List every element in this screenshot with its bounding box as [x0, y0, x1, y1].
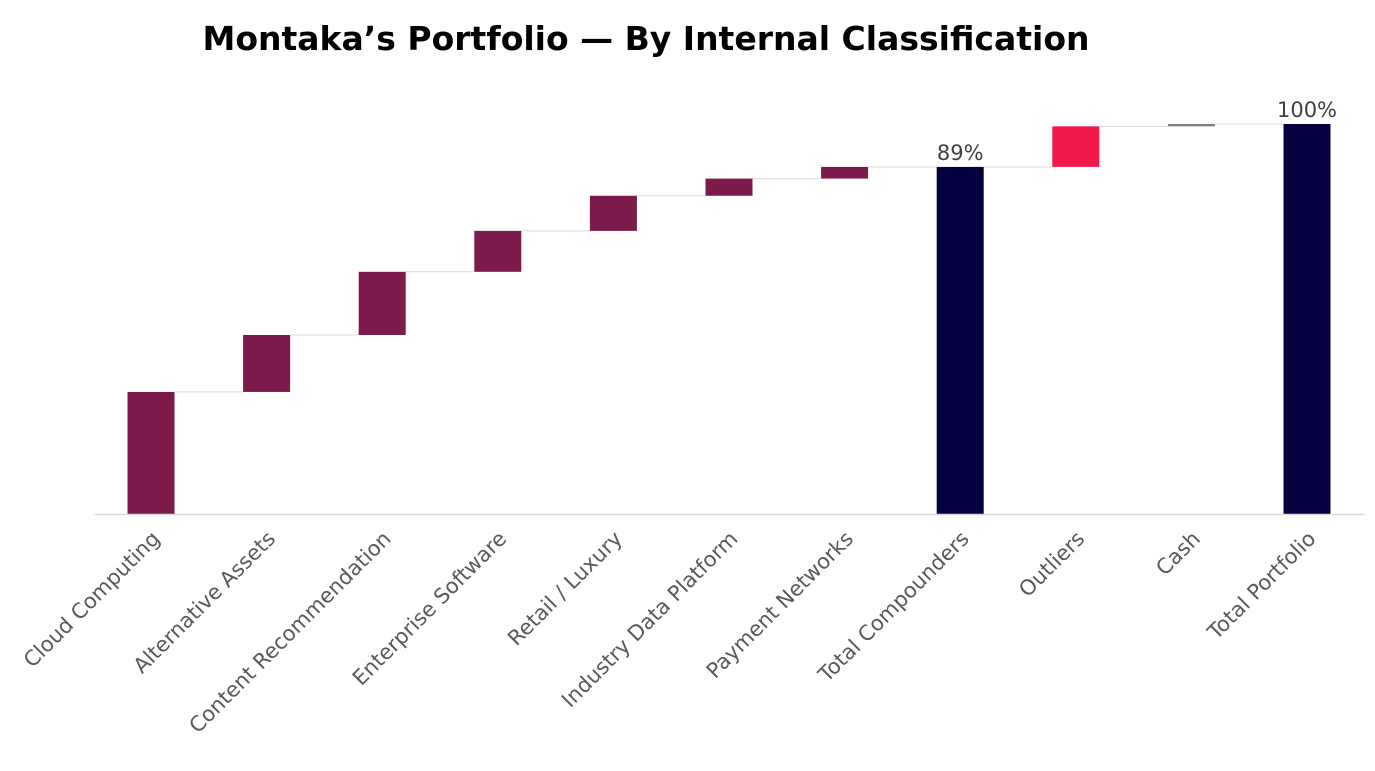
x-tick-label: Outliers: [1014, 527, 1089, 602]
bar-cloud-computing: [127, 391, 175, 514]
bar-industry-data-platform: [705, 178, 753, 196]
chart-title: Montaka’s Portfolio — By Internal Classi…: [203, 19, 1090, 58]
x-tick-label: Retail / Luxury: [503, 527, 627, 651]
bar-alternative-assets: [243, 334, 291, 392]
bar-payment-networks: [821, 166, 869, 179]
x-tick-label: Content Recommendation: [184, 527, 395, 738]
bar-outliers: [1052, 126, 1100, 167]
data-label: 100%: [1277, 98, 1337, 122]
x-tick-label: Total Portfolio: [1202, 527, 1320, 645]
bar-total-compounders: [936, 166, 984, 514]
data-label: 89%: [937, 141, 984, 165]
x-tick-label: Cash: [1151, 527, 1205, 581]
bar-retail-luxury: [589, 195, 637, 231]
bar-enterprise-software: [474, 230, 522, 272]
bar-total-portfolio: [1283, 124, 1331, 514]
bar-content-recommendation: [358, 271, 406, 335]
bar-cash: [1167, 124, 1215, 127]
